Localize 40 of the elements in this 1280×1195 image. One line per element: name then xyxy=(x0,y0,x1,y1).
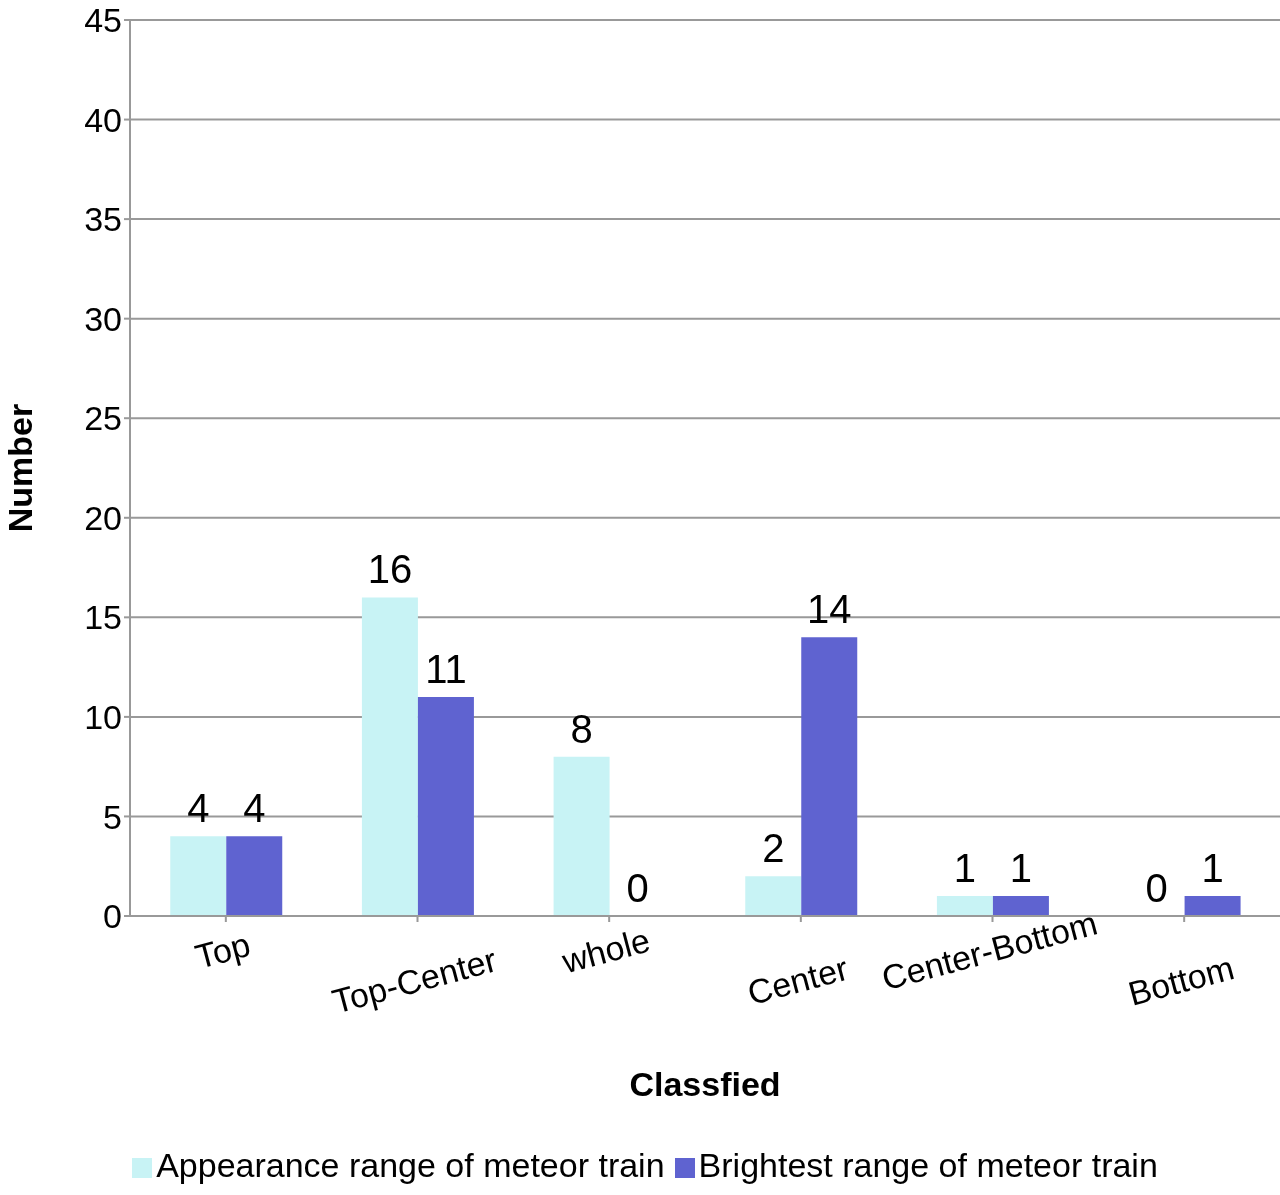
bar xyxy=(1184,896,1241,916)
x-axis-title: Classfied xyxy=(629,1065,781,1103)
data-label: 0 xyxy=(1145,865,1168,910)
data-label: 4 xyxy=(243,786,266,831)
bar xyxy=(801,637,858,916)
legend-label: Brightest range of meteor train xyxy=(698,1146,1158,1184)
y-tick-label: 30 xyxy=(84,299,122,338)
data-label: 14 xyxy=(807,587,852,632)
x-tick-label: whole xyxy=(557,920,654,981)
data-label: 8 xyxy=(570,706,593,751)
bar xyxy=(992,896,1049,916)
x-tick-label: Bottom xyxy=(1124,948,1238,1013)
y-tick-label: 45 xyxy=(84,1,122,40)
bar xyxy=(936,896,993,916)
bar xyxy=(417,696,474,916)
data-label: 16 xyxy=(367,547,413,592)
y-tick-label: 25 xyxy=(84,399,122,438)
bar xyxy=(170,836,227,916)
y-tick-label: 20 xyxy=(84,498,122,537)
bar xyxy=(226,836,283,916)
x-tick-label: Top xyxy=(191,924,255,976)
data-label: 4 xyxy=(187,786,210,831)
y-tick-label: 10 xyxy=(84,697,122,736)
bar xyxy=(553,756,610,916)
data-label: 1 xyxy=(953,846,977,891)
y-tick-label: 40 xyxy=(84,100,122,139)
data-label: 2 xyxy=(762,826,785,871)
y-tick-label: 35 xyxy=(84,200,122,239)
y-tick-label: 5 xyxy=(103,797,122,836)
y-tick-label: 0 xyxy=(103,897,122,936)
data-label: 0 xyxy=(626,865,649,910)
data-label: 1 xyxy=(1201,846,1224,891)
y-tick-label: 15 xyxy=(84,598,122,637)
data-label: 11 xyxy=(425,646,467,691)
data-label: 1 xyxy=(1009,846,1033,891)
x-tick-label: Center xyxy=(743,948,852,1012)
y-axis-title: Number xyxy=(1,403,40,533)
bar xyxy=(361,597,418,916)
legend-label: Appearance range of meteor train xyxy=(156,1146,665,1184)
bar xyxy=(745,876,802,916)
